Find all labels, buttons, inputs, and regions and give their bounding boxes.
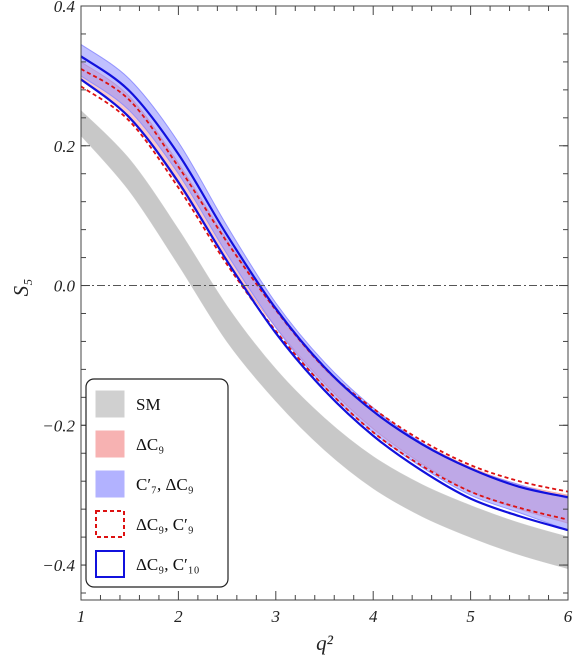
band-lower-edge: [80, 78, 569, 532]
y-tick-label: −0.2: [42, 416, 75, 435]
x-axis-ticks: 1 2 3 4 5 6: [77, 6, 573, 626]
legend-label: ΔC₉: [136, 435, 164, 454]
legend-item-c-c: ΔC₉, C′₉: [95, 510, 194, 538]
legend-swatch: [95, 430, 125, 458]
band-upper-edge: [80, 55, 569, 499]
legend-label: ΔC₉, C′₉: [136, 515, 194, 534]
legend: SM ΔC₉ C′₇, ΔC₉ ΔC₉, C′₉ ΔC₉, C′₁₀: [85, 378, 229, 588]
y-tick-label: 0.4: [54, 0, 76, 16]
y-tick-label: 0.0: [54, 277, 76, 296]
y-axis-title: S₅: [9, 279, 33, 297]
legend-swatch: [95, 470, 125, 498]
legend-swatch: [95, 510, 125, 538]
legend-item-c-c: ΔC₉, C′₁₀: [95, 550, 200, 578]
series-c-c: [80, 68, 569, 521]
x-tick-label: 3: [271, 607, 281, 626]
legend-item-sm: SM: [95, 390, 161, 418]
x-tick-label: 2: [174, 607, 183, 626]
y-tick-label: 0.2: [54, 137, 76, 156]
x-axis-title: q²: [316, 631, 334, 655]
band-lower-edge: [80, 85, 569, 521]
legend-item-c: ΔC₉: [95, 430, 164, 458]
legend-label: ΔC₉, C′₁₀: [136, 555, 200, 574]
legend-swatch: [95, 550, 125, 578]
x-tick-label: 5: [466, 607, 475, 626]
legend-label: SM: [136, 395, 161, 414]
band-upper-edge: [80, 68, 569, 493]
x-tick-label: 1: [77, 607, 86, 626]
plot-bands: [80, 43, 569, 570]
legend-label: C′₇, ΔC₉: [136, 475, 194, 494]
y-tick-label: −0.4: [42, 556, 75, 575]
x-tick-label: 6: [564, 607, 573, 626]
legend-swatch: [95, 390, 125, 418]
series-c-c: [80, 55, 569, 532]
legend-item-c-c: C′₇, ΔC₉: [95, 470, 194, 498]
x-tick-label: 4: [369, 607, 378, 626]
plot-frame: [80, 5, 569, 601]
